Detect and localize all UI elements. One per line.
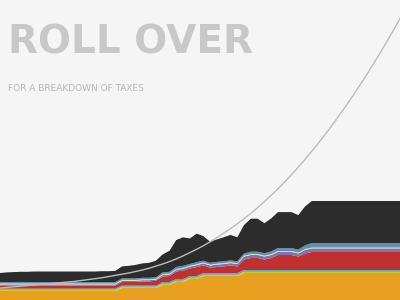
Text: ROLL OVER: ROLL OVER [8,24,253,62]
Text: FOR A BREAKDOWN OF TAXES: FOR A BREAKDOWN OF TAXES [8,84,144,93]
